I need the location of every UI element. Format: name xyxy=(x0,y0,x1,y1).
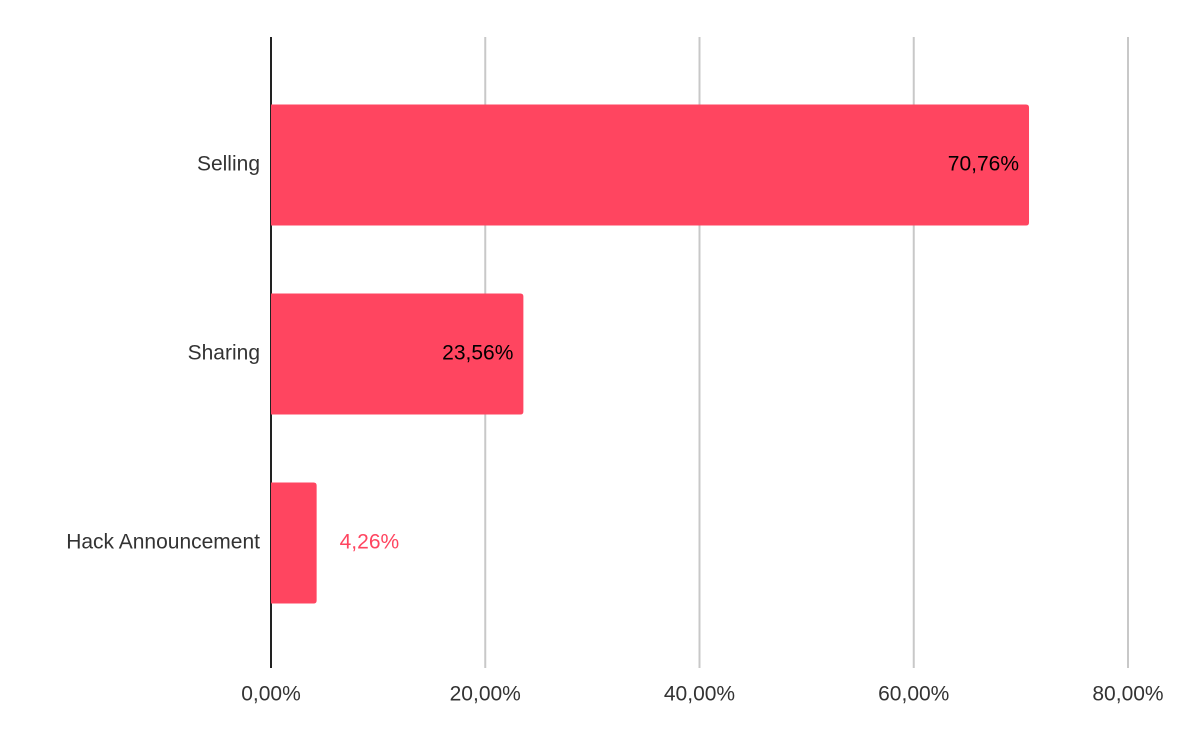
bar xyxy=(271,293,524,415)
value-label: 23,56% xyxy=(442,342,513,365)
value-label: 70,76% xyxy=(948,153,1019,176)
x-tick-label: 60,00% xyxy=(878,683,949,706)
x-tick-label: 0,00% xyxy=(241,683,301,706)
value-label: 4,26% xyxy=(340,531,400,554)
x-tick-label: 80,00% xyxy=(1092,683,1163,706)
x-tick-label: 40,00% xyxy=(664,683,735,706)
x-tick-label: 20,00% xyxy=(450,683,521,706)
bar xyxy=(271,482,317,604)
y-tick-label: Selling xyxy=(197,153,260,176)
bar xyxy=(271,104,1030,226)
y-tick-label: Hack Announcement xyxy=(66,531,260,554)
y-tick-label: Sharing xyxy=(188,342,260,365)
